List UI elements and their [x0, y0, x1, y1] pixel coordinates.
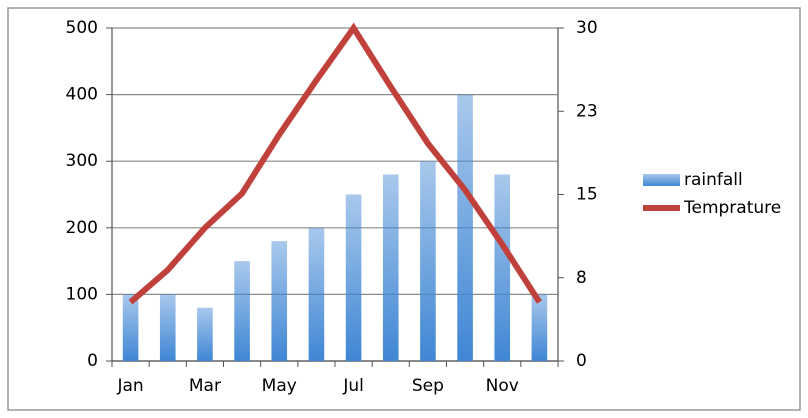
- legend-label: Temprature: [683, 198, 781, 218]
- bar: [345, 194, 362, 361]
- y-tick-label: 300: [66, 151, 98, 171]
- legend-label: rainfall: [684, 170, 743, 190]
- bar: [494, 174, 511, 361]
- line-series: [128, 22, 542, 305]
- bar: [382, 174, 399, 361]
- y2-tick-label: 30: [576, 18, 598, 38]
- y2-tick-label: 15: [576, 185, 598, 205]
- bar: [197, 307, 213, 361]
- x-tick-label: Sep: [412, 376, 444, 396]
- bar: [420, 161, 436, 361]
- y-tick-label: 100: [66, 284, 98, 304]
- bar: [308, 227, 325, 361]
- bar: [234, 261, 250, 361]
- bar: [531, 294, 548, 361]
- y-tick-label: 500: [66, 18, 98, 38]
- bar: [457, 94, 473, 361]
- bar: [159, 294, 176, 361]
- y-tick-label: 200: [66, 218, 98, 238]
- legend-swatch: [643, 174, 680, 186]
- y-tick-label: 400: [66, 85, 98, 105]
- y2-tick-label: 23: [576, 101, 598, 121]
- x-tick-label: May: [262, 376, 297, 396]
- x-tick-label: Nov: [486, 376, 519, 396]
- x-tick-label: Mar: [189, 376, 221, 396]
- bar: [122, 294, 139, 361]
- y2-tick-label: 8: [576, 268, 587, 288]
- y-tick-label: 0: [87, 351, 98, 371]
- bar: [271, 241, 288, 361]
- y2-tick-label: 0: [576, 351, 587, 371]
- x-tick-label: Jul: [342, 376, 364, 396]
- x-tick-label: Jan: [116, 376, 143, 396]
